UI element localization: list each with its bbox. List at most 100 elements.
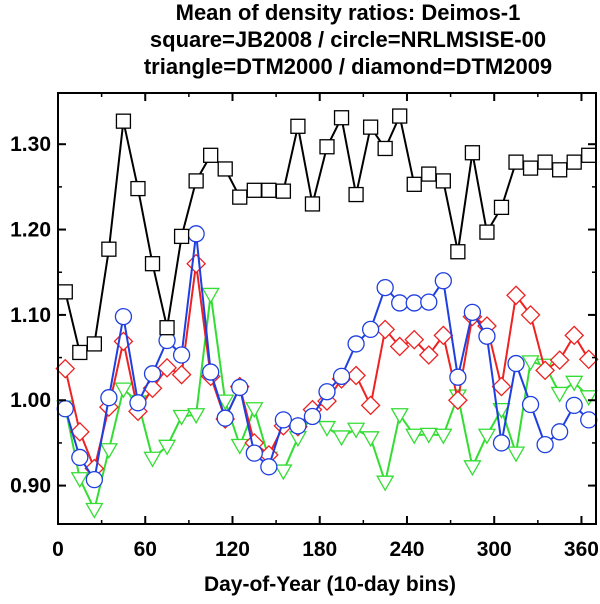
triangle-marker — [419, 427, 438, 444]
triangle-marker — [550, 386, 569, 403]
square-marker — [522, 160, 539, 176]
circle-marker — [580, 411, 598, 429]
square-marker — [275, 183, 292, 199]
chart-title: Mean of density ratios: Deimos-1 square=… — [144, 0, 552, 79]
circle-marker — [405, 294, 423, 312]
diamond-marker — [578, 349, 599, 370]
diamond-marker — [346, 365, 367, 386]
square-marker — [450, 244, 466, 260]
triangle-marker — [70, 472, 89, 489]
circle-marker — [361, 320, 380, 339]
diamond-marker — [549, 350, 570, 371]
square-marker — [362, 119, 379, 135]
circle-marker — [231, 378, 249, 397]
triangle-marker — [521, 355, 540, 372]
circle-marker — [260, 458, 278, 476]
diamond-marker — [186, 253, 207, 274]
circle-marker — [550, 423, 569, 441]
diamond-marker — [389, 336, 410, 357]
square-marker — [290, 118, 306, 134]
circle-marker — [507, 354, 525, 373]
triangle-marker — [506, 446, 526, 463]
x-tick-label: 240 — [389, 538, 424, 561]
triangle-marker — [376, 475, 395, 492]
square-marker — [304, 196, 321, 212]
circle-marker — [71, 448, 89, 467]
x-tick-label: 0 — [52, 538, 64, 561]
square-marker — [246, 182, 262, 198]
diamond-marker — [171, 364, 192, 385]
triangle-marker — [187, 408, 206, 425]
triangle-marker — [477, 428, 497, 445]
diamond-marker — [447, 390, 468, 411]
square-marker — [159, 320, 175, 336]
y-tick-label: 1.00 — [10, 389, 51, 412]
triangle-marker — [390, 408, 409, 425]
square-marker — [551, 162, 568, 178]
diamond-marker — [157, 357, 177, 378]
x-tick-label: 120 — [215, 538, 250, 561]
circle-marker — [492, 434, 511, 452]
square-marker — [392, 108, 408, 124]
chart-title-line-3: triangle=DTM2000 / diamond=DTM2009 — [144, 54, 552, 79]
triangle-marker — [99, 443, 119, 460]
chart-title-line-1: Mean of density ratios: Deimos-1 — [176, 0, 521, 25]
square-marker — [188, 173, 204, 189]
circle-marker — [391, 294, 409, 312]
circle-marker — [449, 368, 467, 386]
square-marker — [217, 161, 233, 177]
diamond-marker — [69, 421, 90, 442]
chart-title-line-2: square=JB2008 / circle=NRLMSISE-00 — [150, 27, 546, 52]
circle-marker — [463, 303, 482, 321]
square-marker — [57, 284, 73, 300]
diamond-marker — [433, 325, 454, 346]
series-nrlmsise-00 — [56, 225, 598, 489]
series-jb2008 — [57, 108, 597, 361]
square-marker — [421, 166, 437, 182]
square-marker — [101, 241, 117, 257]
square-marker — [232, 189, 248, 205]
plot-frame — [57, 92, 597, 525]
triangle-marker — [85, 502, 104, 519]
square-marker — [86, 336, 103, 352]
square-marker — [72, 344, 88, 361]
x-axis-label: Day-of-Year (10-day bins) — [204, 573, 456, 596]
triangle-marker — [332, 430, 351, 447]
circle-marker — [478, 327, 496, 345]
circle-marker — [318, 383, 336, 401]
circle-marker — [347, 335, 365, 353]
circle-marker — [376, 278, 394, 297]
triangle-marker — [157, 439, 177, 456]
square-marker — [377, 140, 393, 157]
triangle-marker — [274, 464, 293, 481]
triangle-marker — [114, 382, 133, 399]
triangle-marker — [565, 375, 584, 392]
circle-marker — [521, 395, 540, 414]
y-tick-label: 0.90 — [10, 475, 51, 498]
circle-marker — [420, 293, 438, 311]
y-tick-label: 1.20 — [10, 219, 51, 242]
circle-marker — [274, 411, 293, 429]
x-tick-label: 360 — [564, 538, 599, 561]
triangle-marker — [346, 422, 366, 439]
triangle-marker — [579, 390, 598, 407]
circle-marker — [565, 396, 583, 415]
circle-marker — [536, 435, 554, 454]
diamond-marker — [491, 376, 512, 397]
x-tick-label: 60 — [134, 538, 157, 561]
series-line-nrlmsise-00 — [64, 232, 590, 481]
circle-marker — [143, 365, 162, 383]
circle-marker — [85, 470, 104, 489]
square-marker — [464, 145, 481, 161]
square-marker — [333, 110, 350, 126]
triangle-marker — [361, 431, 380, 448]
diamond-marker — [506, 285, 526, 306]
triangle-marker — [317, 420, 337, 437]
triangle-marker — [230, 438, 249, 455]
x-tick-label: 300 — [477, 538, 512, 561]
square-marker — [479, 224, 495, 240]
triangle-marker — [201, 287, 220, 304]
square-marker — [493, 199, 510, 216]
square-marker — [406, 176, 422, 192]
